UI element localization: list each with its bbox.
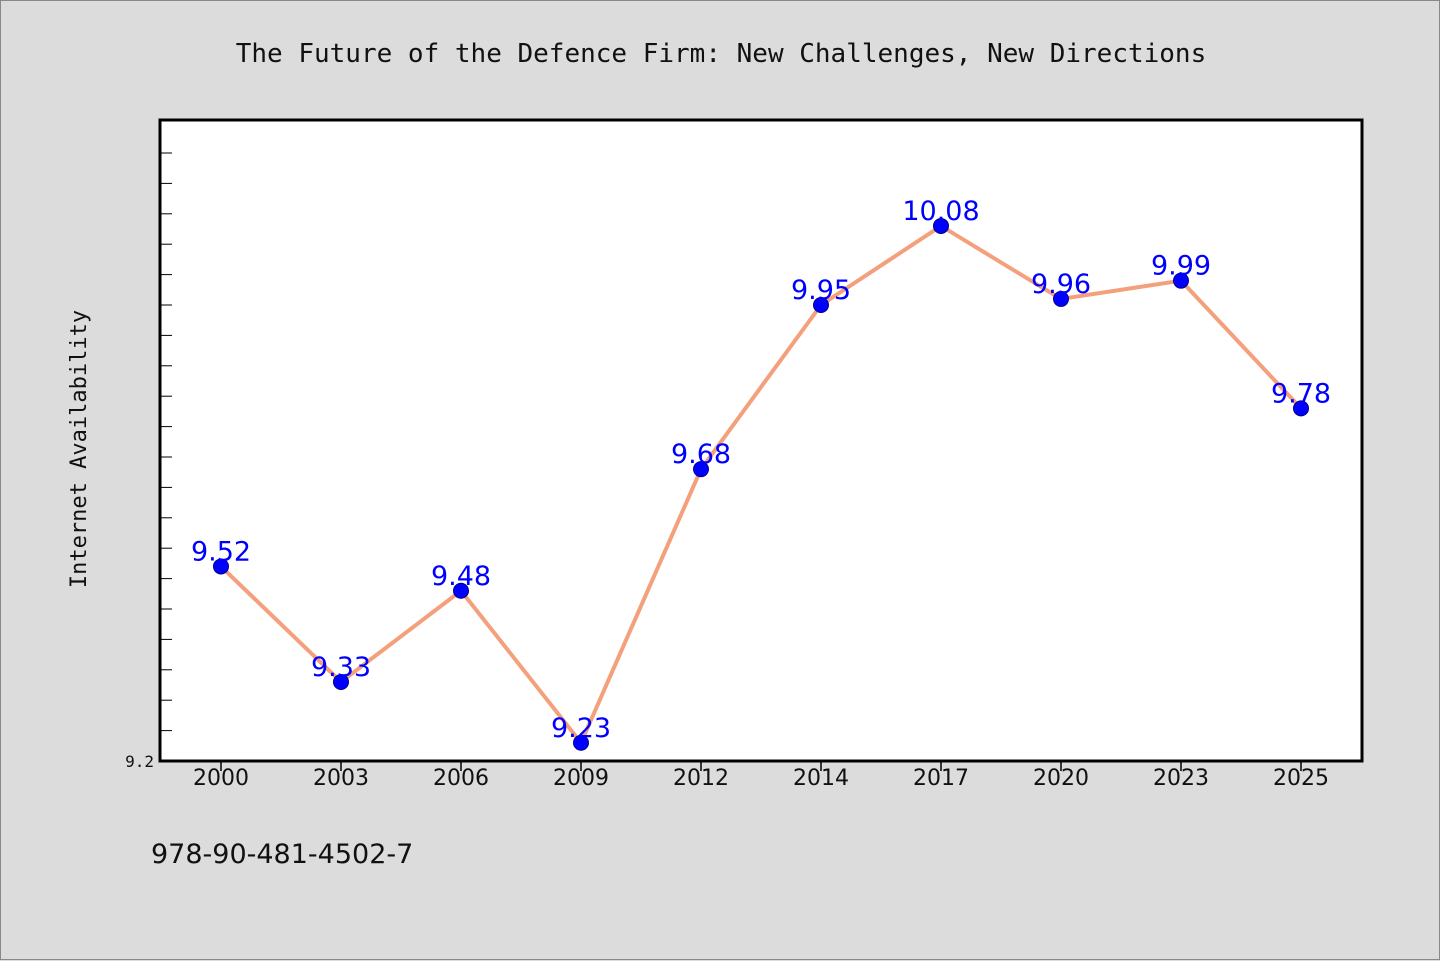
x-tick-label: 2003	[313, 766, 369, 791]
data-point	[813, 297, 829, 313]
x-tick-label: 2020	[1033, 766, 1089, 791]
data-label: 9.33	[311, 652, 371, 683]
x-tick-label: 2012	[673, 766, 729, 791]
x-tick-label: 2000	[193, 766, 249, 791]
x-axis-ticks: 2000 2003 2006 2009 2012 2014 2017 2020 2023 2025	[193, 761, 1329, 791]
data-point	[1293, 400, 1309, 417]
data-label: 9.78	[1271, 378, 1331, 409]
data-point	[933, 217, 949, 234]
chart-title: The Future of the Defence Firm: New Chal…	[236, 39, 1207, 69]
isbn-footer: 978-90-481-4502-7	[151, 839, 413, 870]
data-point	[213, 558, 229, 575]
x-tick-label: 2025	[1273, 766, 1329, 791]
y-tick-label: 9.2	[125, 752, 154, 771]
data-label: 9.23	[551, 713, 611, 744]
data-label: 9.95	[791, 275, 851, 306]
x-tick-label: 2023	[1153, 766, 1209, 791]
x-tick-label: 2009	[553, 766, 609, 791]
plot-area	[158, 118, 1364, 763]
data-point	[693, 461, 709, 478]
y-axis-label: Internet Availability	[67, 310, 92, 588]
y-axis-ticks: 9.2	[125, 152, 172, 771]
data-label: 10.08	[902, 196, 979, 227]
data-point	[1053, 290, 1069, 307]
data-label: 9.68	[671, 439, 731, 470]
series-layer: 9.52 9.33 9.48 9.23 9.68 9.95 10.08 9.96 9.99 9.7…	[191, 196, 1331, 751]
x-tick-label: 2017	[913, 766, 969, 791]
data-label: 9.99	[1151, 251, 1211, 282]
data-point	[333, 673, 349, 690]
data-point	[1173, 272, 1189, 289]
series-line	[219, 223, 1303, 745]
data-point	[453, 582, 469, 599]
x-tick-label: 2014	[793, 766, 849, 791]
x-tick-label: 2006	[433, 766, 489, 791]
data-label: 9.52	[191, 536, 251, 567]
data-label: 9.96	[1031, 269, 1091, 300]
data-point	[573, 734, 589, 751]
data-label: 9.48	[431, 561, 491, 592]
